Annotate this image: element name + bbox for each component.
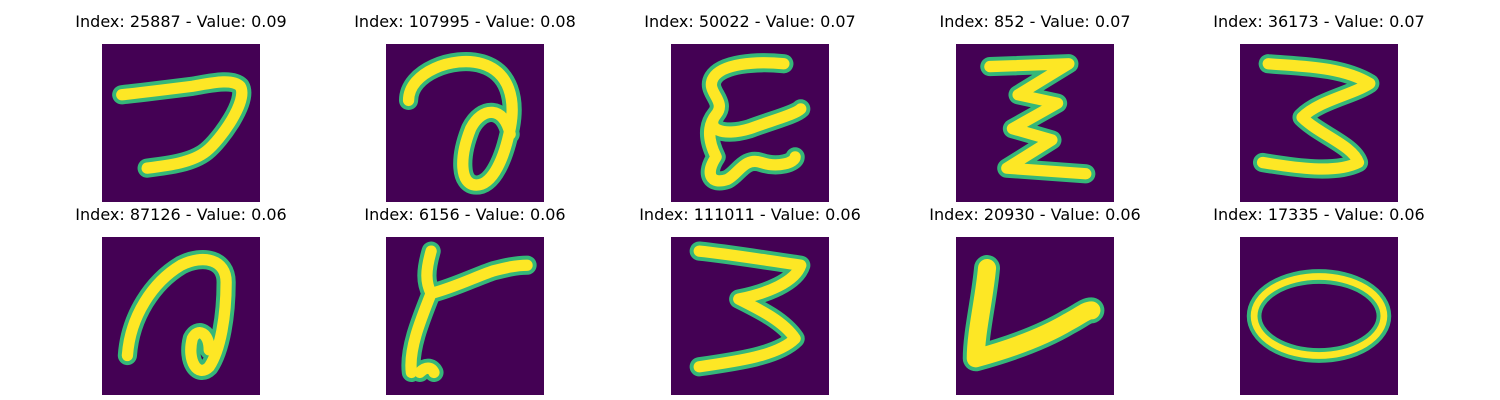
panel-title: Index: 107995 - Value: 0.08 [354,12,576,31]
image-panel-3: Index: 50022 - Value: 0.07 [605,10,895,202]
digit-image-1 [102,44,260,202]
image-panel-6: Index: 87126 - Value: 0.06 [36,203,326,395]
panel-title: Index: 50022 - Value: 0.07 [644,12,856,31]
panel-title: Index: 111011 - Value: 0.06 [639,205,861,224]
digit-image-10 [1240,237,1398,395]
digit-image-4 [956,44,1114,202]
panel-title: Index: 36173 - Value: 0.07 [1213,12,1425,31]
image-panel-10: Index: 17335 - Value: 0.06 [1174,203,1464,395]
image-panel-8: Index: 111011 - Value: 0.06 [605,203,895,395]
panel-title: Index: 852 - Value: 0.07 [939,12,1131,31]
image-panel-1: Index: 25887 - Value: 0.09 [36,10,326,202]
image-panel-7: Index: 6156 - Value: 0.06 [320,203,610,395]
panel-title: Index: 87126 - Value: 0.06 [75,205,287,224]
panel-title: Index: 6156 - Value: 0.06 [364,205,566,224]
image-panel-5: Index: 36173 - Value: 0.07 [1174,10,1464,202]
digit-image-8 [671,237,829,395]
digit-image-6 [102,237,260,395]
digit-image-3 [671,44,829,202]
panel-title: Index: 20930 - Value: 0.06 [929,205,1141,224]
panel-title: Index: 17335 - Value: 0.06 [1213,205,1425,224]
digit-image-5 [1240,44,1398,202]
digit-image-9 [956,237,1114,395]
digit-image-2 [386,44,544,202]
image-panel-9: Index: 20930 - Value: 0.06 [890,203,1180,395]
panel-title: Index: 25887 - Value: 0.09 [75,12,287,31]
image-panel-4: Index: 852 - Value: 0.07 [890,10,1180,202]
image-panel-2: Index: 107995 - Value: 0.08 [320,10,610,202]
digit-image-7 [386,237,544,395]
